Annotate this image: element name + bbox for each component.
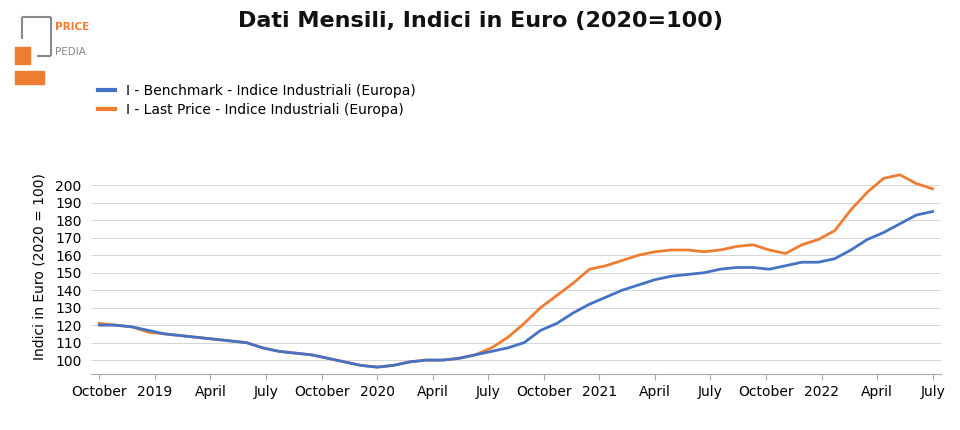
Text: PRICE: PRICE <box>55 22 89 31</box>
Polygon shape <box>15 47 30 64</box>
Text: PEDIA: PEDIA <box>55 47 85 57</box>
Text: Dati Mensili, Indici in Euro (2020=100): Dati Mensili, Indici in Euro (2020=100) <box>237 11 723 31</box>
Legend: I - Benchmark - Indice Industriali (Europa), I - Last Price - Indice Industriali: I - Benchmark - Indice Industriali (Euro… <box>98 84 416 117</box>
Y-axis label: Indici in Euro (2020 = 100): Indici in Euro (2020 = 100) <box>33 173 47 360</box>
Polygon shape <box>15 71 44 84</box>
